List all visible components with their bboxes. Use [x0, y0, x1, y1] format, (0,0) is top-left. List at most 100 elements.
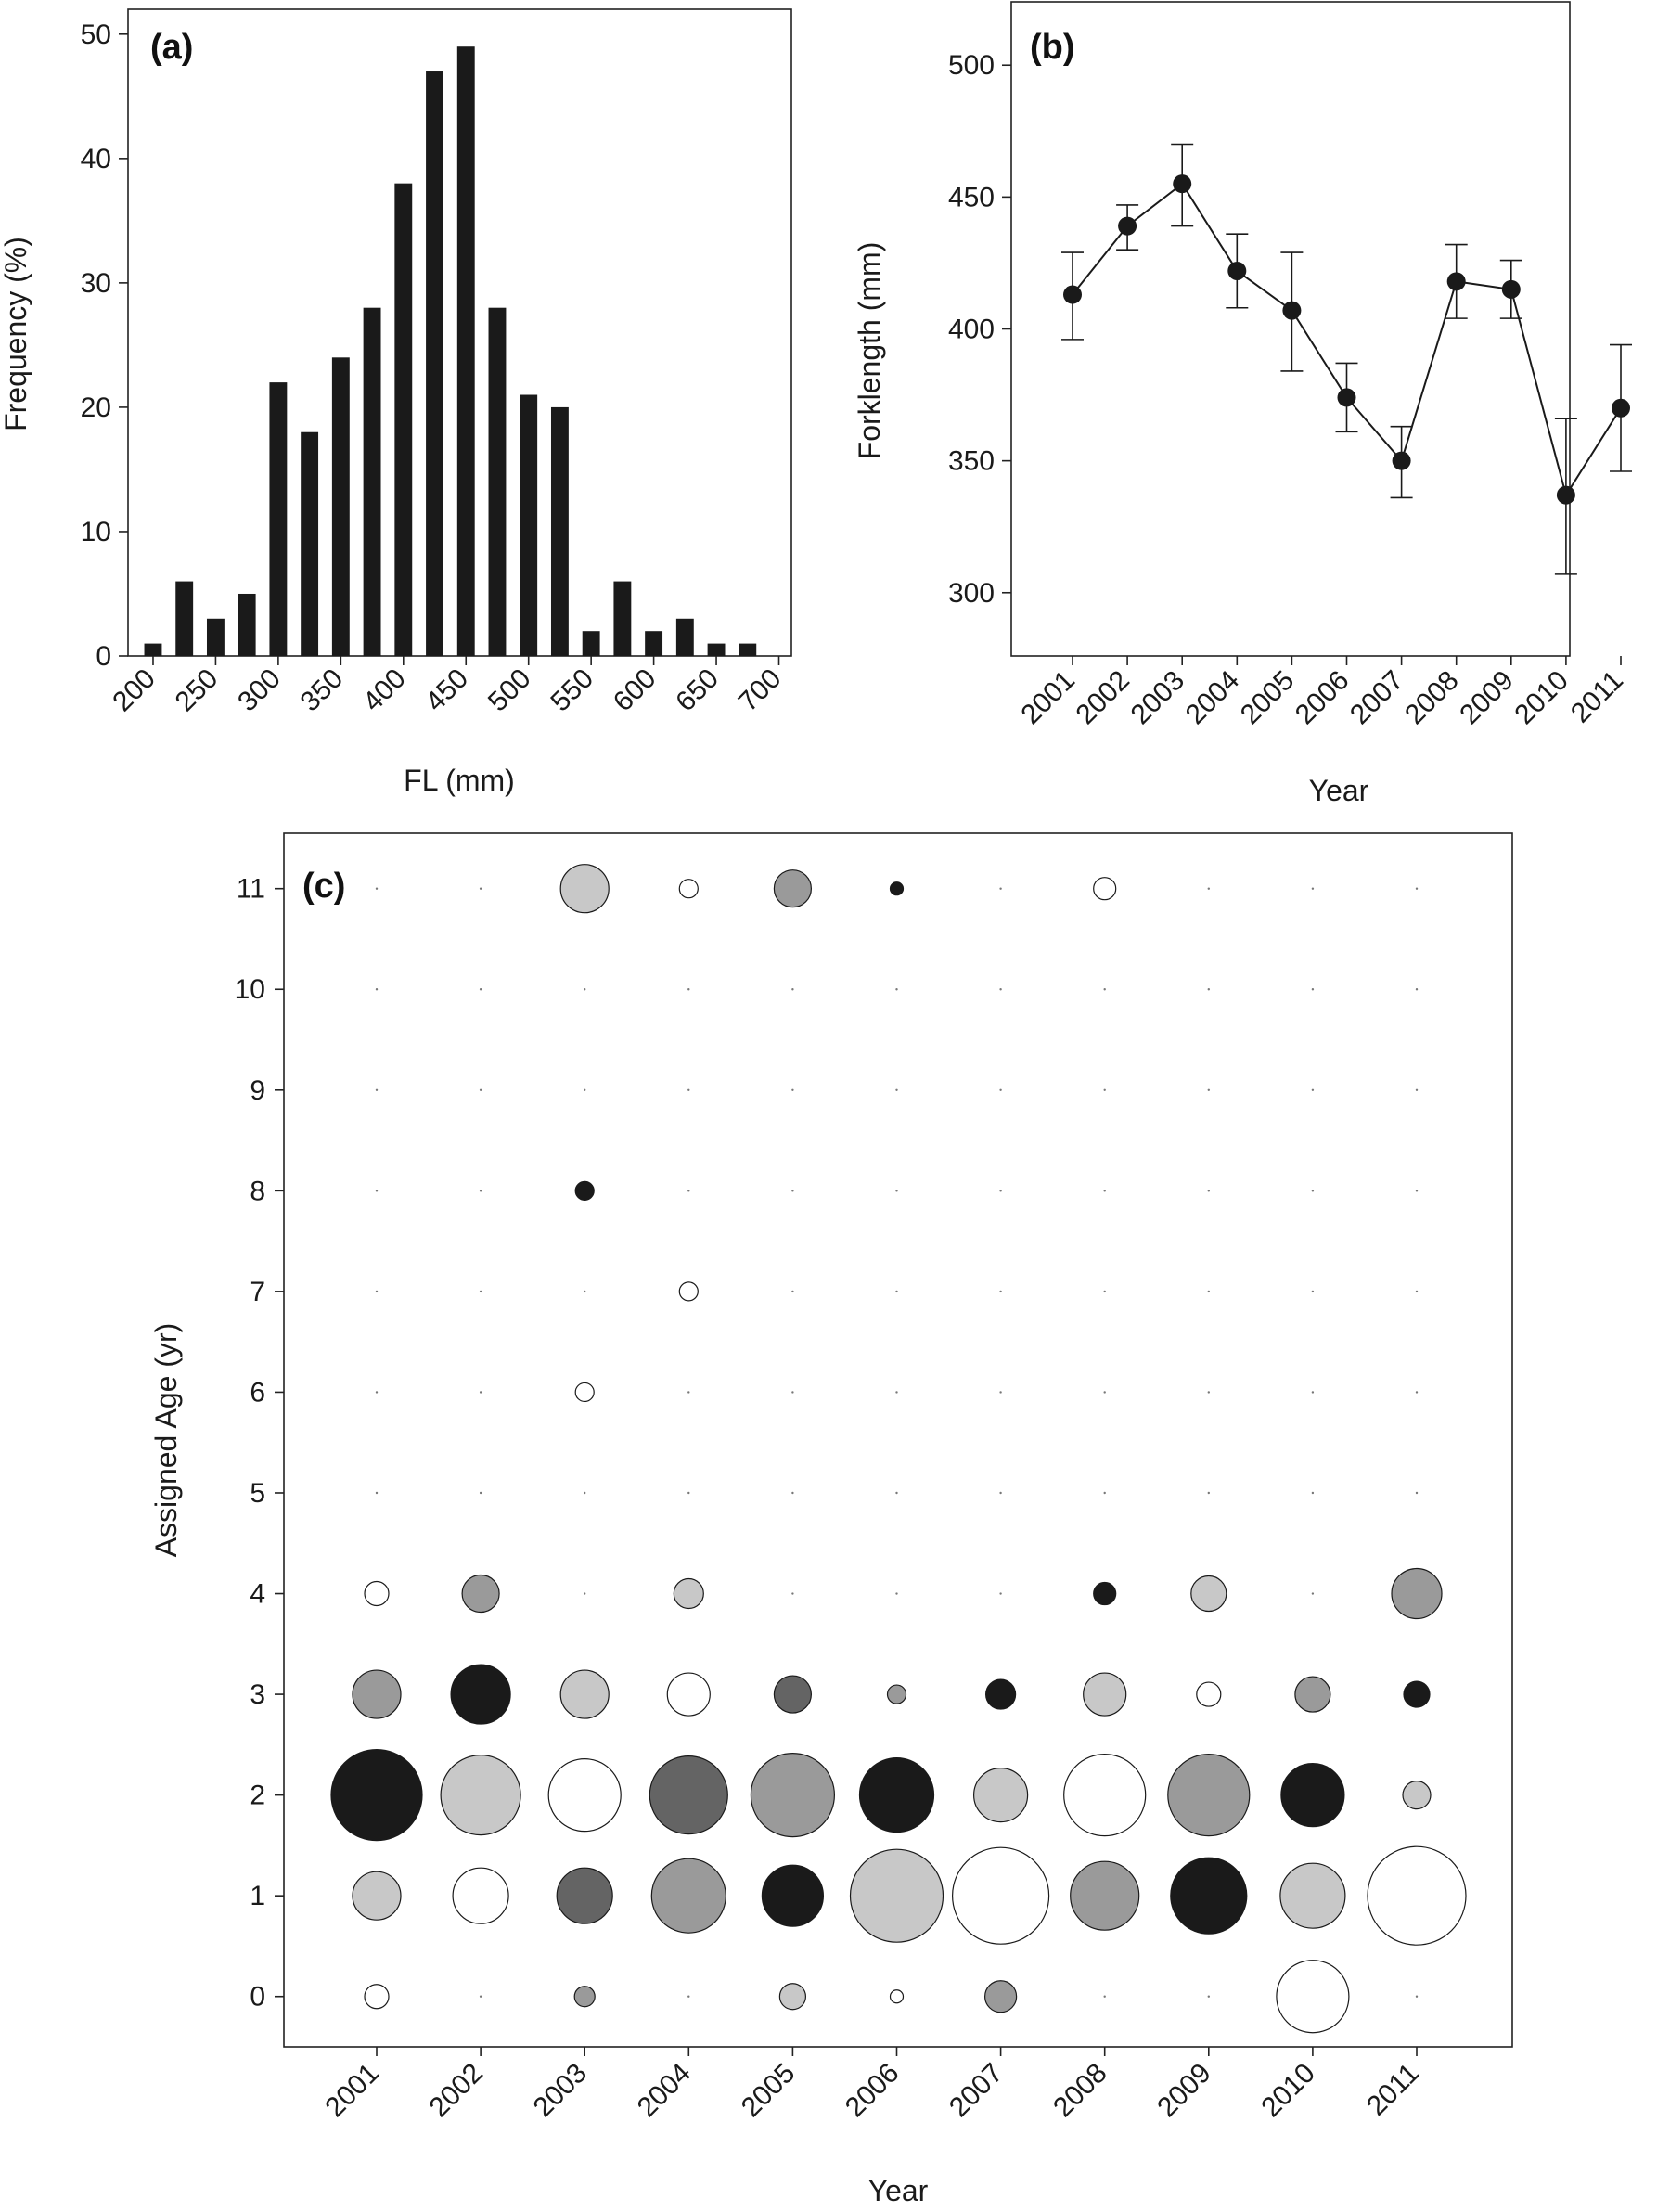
- panel-a-y-ticks: 0 10 20 30 40 50: [81, 19, 128, 672]
- x-tick-label: 2010: [1509, 665, 1574, 731]
- grid-dot: [895, 1290, 898, 1293]
- bubble: [1196, 1681, 1222, 1707]
- bubble: [1391, 1567, 1443, 1620]
- bubble: [972, 1768, 1029, 1823]
- y-tick-label: 500: [948, 50, 995, 81]
- histogram-bar: [550, 406, 569, 656]
- x-tick-label: 550: [545, 663, 599, 718]
- panel-c-y-axis-label: Assigned Age (yr): [149, 1323, 183, 1558]
- grid-dot: [687, 1995, 690, 1998]
- histogram-bar: [739, 643, 757, 656]
- x-tick-label: 2002: [424, 2058, 490, 2124]
- bubble: [1294, 1676, 1331, 1713]
- bubble: [556, 1867, 613, 1924]
- grid-dot: [895, 988, 898, 991]
- bubble: [1093, 877, 1117, 901]
- panel-b-x-ticks: 2001200220032004200520062007200820092010…: [1015, 656, 1629, 730]
- bubble: [984, 1678, 1017, 1710]
- bubble: [761, 1864, 825, 1927]
- bubble: [559, 864, 610, 914]
- grid-dot: [999, 1190, 1002, 1192]
- x-tick-label: 2011: [1361, 2058, 1425, 2122]
- histogram-bar: [175, 581, 194, 656]
- grid-dot: [479, 1088, 482, 1091]
- grid-dot: [584, 1592, 586, 1595]
- data-point: [1337, 388, 1356, 407]
- y-tick-label: 450: [948, 182, 995, 212]
- grid-dot: [687, 1391, 690, 1394]
- y-tick-label: 5: [250, 1478, 265, 1509]
- bubble: [858, 1757, 935, 1833]
- panel-c-label: (c): [302, 867, 345, 906]
- bubble: [649, 1755, 728, 1835]
- grid-dot: [1207, 1391, 1211, 1394]
- bubble: [559, 1669, 610, 1719]
- grid-dot: [999, 988, 1002, 991]
- grid-dot: [1415, 1995, 1419, 1998]
- grid-dot: [375, 887, 379, 890]
- bubble: [352, 1669, 402, 1719]
- grid-dot: [687, 1491, 690, 1495]
- panel-c-frame: [283, 832, 1513, 2048]
- grid-dot: [1103, 1995, 1106, 1998]
- bubble: [1367, 1845, 1467, 1946]
- histogram-bar: [206, 618, 225, 656]
- grid-dot: [1103, 1391, 1106, 1394]
- grid-dot: [687, 988, 690, 991]
- x-tick-label: 2011: [1565, 665, 1629, 729]
- grid-dot: [999, 1491, 1002, 1495]
- bubble: [1093, 1581, 1117, 1606]
- y-tick-label: 0: [96, 641, 111, 672]
- bubble: [1170, 1857, 1248, 1935]
- panel-b-line-chart: 300 350 400 450 500 200120022003200420052006…: [853, 1, 1632, 807]
- histogram-bar: [394, 183, 413, 656]
- x-tick-label: 2003: [528, 2058, 594, 2124]
- grid-dot: [1311, 1391, 1315, 1394]
- x-tick-label: 2007: [1344, 665, 1410, 731]
- x-tick-label: 600: [608, 663, 662, 718]
- bubble: [773, 869, 813, 908]
- panel-b-label: (b): [1030, 28, 1075, 67]
- grid-dot: [1103, 1088, 1106, 1091]
- data-point: [1501, 279, 1521, 299]
- grid-dot: [1207, 1491, 1211, 1495]
- x-tick-label: 2004: [1180, 665, 1246, 731]
- y-tick-label: 9: [250, 1075, 265, 1106]
- grid-dot: [584, 988, 586, 991]
- x-tick-label: 350: [295, 663, 350, 718]
- grid-dot: [895, 1491, 898, 1495]
- bubble: [1279, 1862, 1346, 1929]
- histogram-bar: [426, 71, 443, 657]
- histogram-bar: [238, 593, 256, 656]
- bubble: [547, 1758, 622, 1833]
- grid-dot: [791, 1391, 794, 1394]
- grid-dot: [687, 1088, 690, 1091]
- grid-dot: [375, 1391, 379, 1394]
- x-tick-label: 2005: [736, 2058, 802, 2124]
- grid-dot: [1103, 988, 1106, 991]
- data-point: [1282, 301, 1302, 320]
- x-tick-label: 2010: [1255, 2058, 1321, 2124]
- y-tick-label: 8: [250, 1176, 265, 1206]
- grid-dot: [479, 1391, 482, 1394]
- bubble: [452, 1867, 509, 1924]
- bubble: [1070, 1860, 1140, 1931]
- x-tick-label: 200: [107, 663, 161, 718]
- bubble: [678, 879, 699, 899]
- bubble: [889, 1989, 905, 2004]
- x-tick-label: 2008: [1399, 665, 1465, 731]
- grid-dot: [1207, 988, 1211, 991]
- x-tick-label: 2005: [1235, 665, 1301, 731]
- y-tick-label: 20: [81, 392, 111, 423]
- grid-dot: [1311, 1088, 1315, 1091]
- grid-dot: [1311, 1491, 1315, 1495]
- panel-b-points: [1063, 174, 1630, 505]
- bubble: [889, 881, 905, 896]
- x-tick-label: 450: [419, 663, 474, 718]
- panel-a-label: (a): [150, 28, 193, 67]
- data-point: [1063, 285, 1082, 304]
- data-point: [1612, 398, 1630, 418]
- panel-b-x-axis-label: Year: [1309, 774, 1369, 807]
- bubble: [1403, 1680, 1431, 1708]
- grid-dot: [791, 1290, 794, 1293]
